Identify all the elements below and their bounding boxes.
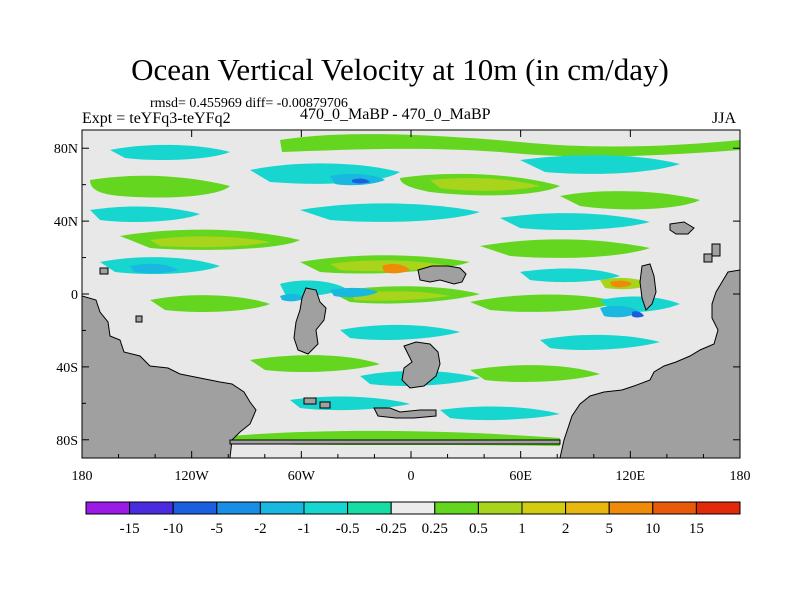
colorbar-label: -10 — [163, 521, 183, 537]
land-mass — [417, 265, 467, 285]
land-masses — [82, 221, 740, 458]
contour-patch — [470, 294, 620, 312]
land-mass — [82, 295, 257, 458]
contour-patch — [340, 324, 460, 340]
colorbar-swatch — [477, 501, 523, 515]
colorbar-swatch — [521, 501, 567, 515]
y-tick-label: 40N — [54, 215, 78, 230]
x-tick-label: 60E — [509, 469, 532, 484]
land-mass — [711, 243, 721, 257]
contour-patch — [280, 134, 740, 157]
contour-patch — [130, 263, 178, 274]
land-mass — [229, 439, 561, 445]
land-mass — [99, 267, 109, 275]
land-mass — [319, 401, 331, 409]
colorbar-swatch — [129, 501, 174, 515]
map-plot — [82, 130, 740, 458]
x-tick-label: 60W — [288, 469, 316, 484]
colorbar-swatch — [85, 501, 131, 515]
velocity-contours — [90, 134, 740, 446]
colorbar-label: 0.5 — [469, 521, 488, 537]
contour-patch — [520, 155, 680, 174]
land-mass — [703, 253, 713, 263]
contour-patch — [480, 239, 650, 258]
x-tick-label: 120W — [175, 469, 210, 484]
contour-patch — [610, 280, 632, 288]
contour-patch — [520, 268, 620, 283]
x-tick-label: 180 — [730, 469, 751, 484]
land-mass — [303, 397, 317, 405]
colorbar-swatch — [565, 501, 610, 515]
land-mass — [669, 221, 695, 235]
y-axis: 80N 40N 0 40S 80S — [54, 142, 740, 449]
contour-patch — [430, 178, 540, 191]
contour-patch — [250, 355, 380, 372]
contour-patch — [150, 295, 270, 312]
colorbar-swatch — [695, 501, 741, 515]
y-tick-label: 40S — [56, 361, 78, 376]
colorbar-swatch — [652, 501, 697, 515]
contour-patch — [90, 206, 200, 222]
x-tick-label: 120E — [616, 469, 646, 484]
colorbar: -15 -10 -5 -2 -1 -0.5 -0.25 0.25 0.5 1 2 5 10 15 — [85, 501, 741, 537]
contour-patch — [440, 406, 560, 421]
figure-title: Ocean Vertical Velocity at 10m (in cm/da… — [131, 52, 669, 87]
land-mass — [401, 341, 441, 389]
contour-patch — [150, 236, 270, 248]
colorbar-label: 0.25 — [422, 521, 448, 537]
contour-patch — [90, 175, 230, 198]
colorbar-label: -0.5 — [336, 521, 360, 537]
colorbar-label: -15 — [120, 521, 140, 537]
colorbar-swatch — [172, 501, 218, 515]
colorbar-swatch — [259, 501, 305, 515]
contour-patch — [382, 263, 410, 274]
contour-patch — [470, 365, 600, 382]
colorbar-label: 5 — [605, 521, 613, 537]
colorbar-swatch — [608, 501, 654, 515]
contour-patch — [110, 144, 230, 160]
subtitle: 470_0_MaBP - 470_0_MaBP — [300, 106, 491, 123]
land-mass — [135, 315, 143, 323]
land-mass — [639, 263, 657, 311]
colorbar-label: 10 — [645, 521, 660, 537]
contour-patch — [330, 287, 378, 298]
contour-patch — [350, 291, 450, 301]
contour-patch — [632, 311, 644, 318]
y-tick-label: 80S — [56, 434, 78, 449]
contour-patch — [600, 305, 640, 318]
contour-patch — [540, 334, 660, 350]
colorbar-label: 2 — [562, 521, 570, 537]
contour-patch — [300, 203, 480, 222]
colorbar-swatch — [390, 501, 436, 515]
land-mass — [559, 269, 740, 458]
stats-line: rmsd= 0.455969 diff= -0.00879706 — [150, 96, 348, 111]
colorbar-label: -2 — [254, 521, 267, 537]
y-tick-label: 0 — [71, 288, 78, 303]
colorbar-label: -1 — [298, 521, 311, 537]
contour-patch — [560, 191, 700, 210]
y-tick-label: 80N — [54, 142, 78, 157]
contour-patch — [352, 178, 370, 184]
season-label: JJA — [712, 110, 737, 127]
colorbar-label: 1 — [518, 521, 526, 537]
land-mass — [373, 407, 437, 419]
colorbar-swatch — [434, 501, 479, 515]
colorbar-swatch — [216, 501, 261, 515]
contour-patch — [280, 293, 305, 302]
colorbar-swatch — [303, 501, 349, 515]
contour-patch — [500, 213, 650, 230]
colorbar-label: 15 — [689, 521, 704, 537]
x-tick-label: 180 — [72, 469, 93, 484]
x-tick-label: 0 — [408, 469, 415, 484]
x-axis: 180 120W 60W 0 60E 120E 180 — [72, 130, 751, 484]
colorbar-label: -0.25 — [376, 521, 407, 537]
experiment-label: Expt = teYFq3-teYFq2 — [82, 110, 231, 127]
colorbar-label: -5 — [211, 521, 224, 537]
contour-patch — [280, 280, 345, 296]
colorbar-swatch — [347, 501, 392, 515]
land-mass — [293, 287, 327, 355]
